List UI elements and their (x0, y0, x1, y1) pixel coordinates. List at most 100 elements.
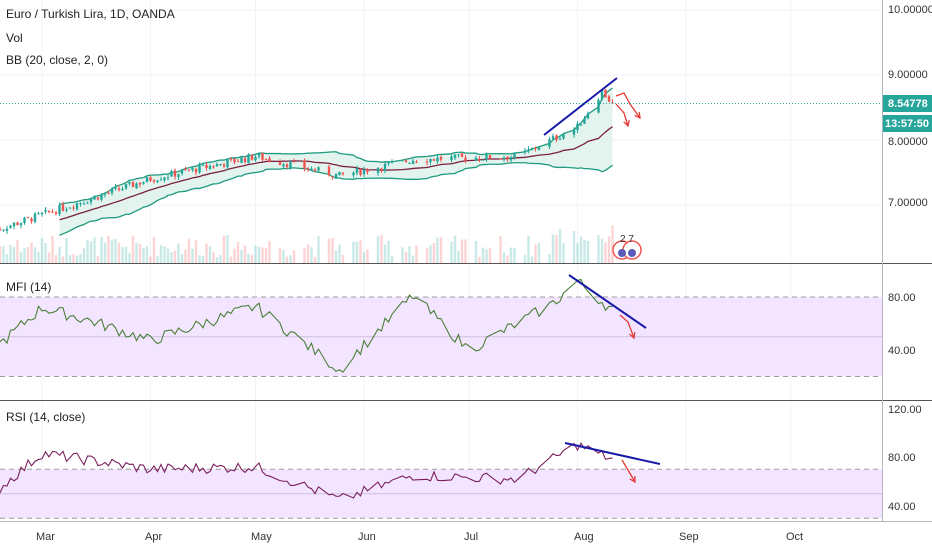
price-arrow-2-head (623, 119, 630, 128)
volume-bar (79, 253, 82, 263)
candle-body (12, 222, 16, 227)
volume-bar (548, 254, 551, 263)
candle-body (110, 188, 114, 194)
candle-body (310, 168, 313, 170)
candle-body (289, 162, 292, 168)
volume-bar (47, 252, 51, 263)
candle-body (341, 172, 345, 175)
time-tick-may: May (251, 531, 272, 543)
time-tick-mar: Mar (36, 531, 55, 543)
candle-body (292, 161, 296, 163)
volume-bar (292, 250, 296, 263)
volume-bar (205, 243, 208, 263)
drawings[interactable] (543, 77, 661, 484)
rsi-tick-120: 120.00 (888, 404, 922, 416)
candle-body (523, 150, 527, 153)
candle-body (376, 168, 380, 173)
volume-bar (229, 256, 233, 263)
candle-body (215, 163, 219, 167)
event-badge-dot-2 (628, 249, 636, 257)
candle-body (548, 139, 551, 147)
volume-bar (26, 247, 30, 263)
candle-body (597, 99, 600, 113)
last-price-tag[interactable] (883, 95, 932, 112)
candle-body (72, 207, 75, 209)
volume-bar (310, 247, 313, 263)
candle-body (131, 182, 135, 188)
volume-bar (306, 244, 310, 263)
volume-bar (177, 243, 180, 263)
candle-body (583, 118, 586, 124)
time-tick-apr: Apr (145, 531, 162, 543)
volume-bar (376, 236, 380, 263)
candle-body (124, 184, 128, 189)
candle-body (16, 222, 19, 225)
rsi-arrow[interactable] (621, 459, 636, 483)
last-price-text: 8.54778 (888, 98, 928, 110)
volume-bar (180, 254, 184, 263)
mfi-legend[interactable]: MFI (14) (6, 280, 51, 294)
countdown-tag[interactable] (883, 115, 932, 132)
volume-bar (562, 243, 565, 263)
candle-body (579, 124, 583, 126)
vol-legend[interactable]: Vol (6, 31, 23, 45)
candle-body (40, 212, 44, 215)
price-arrow-1[interactable] (615, 92, 641, 119)
main-legend-title[interactable]: Euro / Turkish Lira, 1D, OANDA (6, 7, 175, 21)
volume-bar (600, 238, 604, 263)
candle-body (198, 165, 201, 173)
rsi-legend[interactable]: RSI (14, close) (6, 410, 85, 424)
rsi-trendline[interactable] (564, 442, 661, 465)
candle-body (282, 164, 285, 167)
candle-body (142, 182, 145, 184)
volume-bar (278, 248, 282, 263)
candle-body (33, 213, 37, 222)
candle-body (331, 176, 334, 178)
candle-body (82, 203, 86, 205)
event-badge-text: 2 7 (620, 234, 634, 245)
volume-bar (317, 236, 320, 263)
event-badge[interactable]: 2 7 (612, 234, 642, 260)
candle-body (243, 158, 247, 162)
volume-bar (142, 247, 145, 263)
candle-body (551, 136, 555, 140)
volume-bar (107, 235, 110, 263)
candle-body (135, 183, 138, 189)
volume-bar (61, 256, 65, 263)
volume-bar (93, 237, 96, 263)
price-arrow-2[interactable] (615, 103, 629, 127)
time-tick-sep: Sep (679, 531, 699, 543)
time-axis[interactable]: Mar Apr May Jun Jul Aug Sep Oct (36, 531, 803, 543)
price-trendline[interactable] (543, 77, 618, 136)
candle-body (285, 164, 289, 168)
volume-bar (96, 256, 100, 263)
mfi-arrow[interactable] (619, 314, 635, 339)
candle-body (247, 154, 250, 164)
volume-bar (527, 235, 530, 263)
candles (0, 89, 614, 234)
countdown-text: 13:57:50 (885, 118, 929, 130)
mfi-trendline[interactable] (568, 274, 647, 329)
volume-bar (2, 246, 5, 263)
bb-legend[interactable]: BB (20, close, 2, 0) (6, 53, 108, 67)
volume-bar (383, 244, 387, 263)
volume-bar (159, 245, 163, 263)
volume-bar (425, 248, 429, 263)
candle-body (75, 203, 79, 210)
candle-body (474, 157, 478, 161)
candle-body (5, 228, 9, 231)
price-axis[interactable]: 10.00000 9.00000 8.00000 7.00000 80.00 4… (888, 4, 932, 513)
volume-bar (411, 255, 415, 263)
candle-body (212, 166, 215, 168)
candle-body (404, 160, 408, 162)
volume-bar (198, 255, 201, 263)
volume-bar (131, 235, 135, 263)
volume-bar (282, 249, 285, 263)
volume-bar (450, 241, 453, 263)
volume-bar (303, 247, 306, 263)
candle-body (219, 163, 222, 165)
volume-bar (534, 244, 537, 263)
volume-bar (436, 237, 439, 263)
